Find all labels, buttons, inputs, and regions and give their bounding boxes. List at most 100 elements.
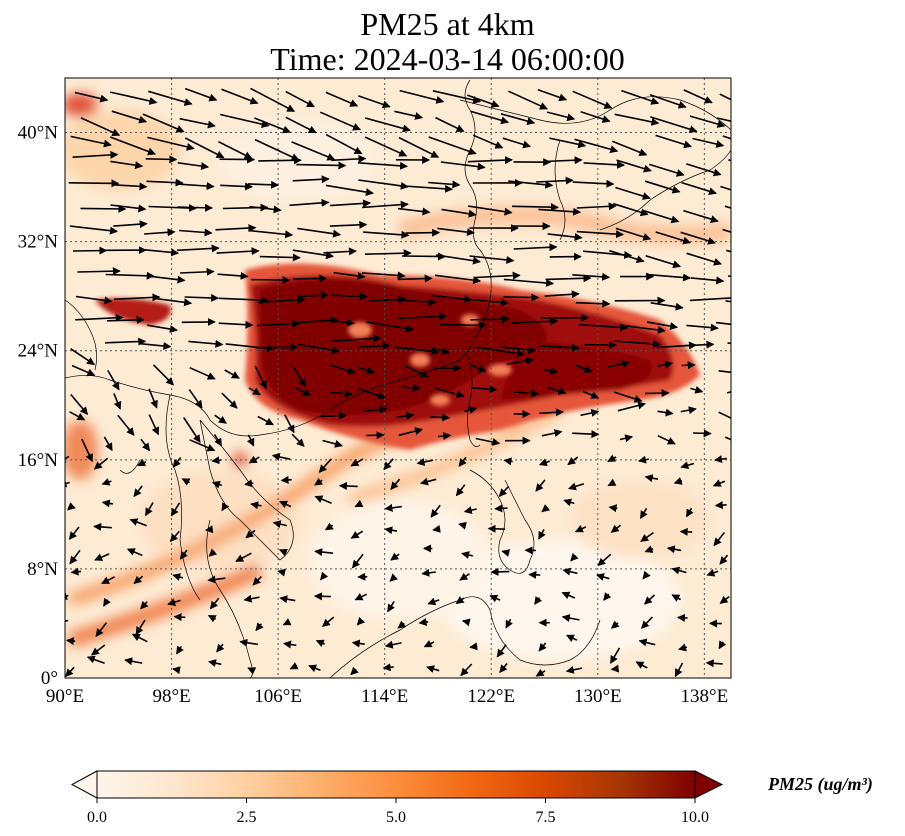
wind-arrow	[148, 90, 193, 106]
wind-arrow	[614, 113, 660, 126]
wind-arrow	[93, 522, 112, 531]
wind-arrow	[358, 95, 391, 109]
wind-arrow	[354, 593, 368, 601]
wind-arrow	[314, 548, 334, 557]
wind-arrow	[292, 175, 330, 184]
wind-arrow	[180, 267, 215, 276]
wind-arrow	[431, 294, 473, 304]
wind-arrow	[475, 346, 525, 358]
wind-arrow	[430, 504, 441, 518]
wind-arrow	[673, 477, 683, 485]
wind-arrow	[177, 162, 210, 171]
wind-arrow	[610, 647, 621, 664]
wind-arrow	[140, 600, 149, 610]
map-frame	[64, 77, 732, 679]
lat-tick-label: 16°N	[18, 450, 59, 471]
wind-arrow	[314, 477, 323, 486]
wind-arrow	[249, 205, 282, 214]
wind-arrow	[534, 596, 543, 605]
wind-arrow	[283, 640, 297, 649]
wind-arrow	[297, 291, 329, 300]
wind-arrow	[325, 184, 374, 196]
wind-arrow	[655, 231, 692, 245]
wind-arrow	[499, 662, 508, 673]
wind-arrow	[512, 317, 559, 326]
wind-arrow	[467, 94, 500, 108]
wind-arrow	[572, 90, 613, 109]
wind-arrow	[461, 618, 471, 627]
wind-arrow	[314, 495, 332, 505]
wind-arrow	[285, 116, 317, 134]
wind-arrow	[502, 137, 532, 149]
wind-arrow	[68, 526, 80, 540]
wind-arrow	[147, 136, 195, 151]
wind-arrow	[133, 485, 143, 498]
wind-arrow	[271, 453, 291, 461]
wind-arrow	[258, 156, 302, 165]
wind-arrow	[475, 271, 521, 280]
wind-arrow	[437, 432, 452, 441]
wind-arrow	[399, 89, 445, 104]
wind-arrow	[204, 525, 214, 534]
wind-arrow	[243, 594, 260, 603]
wind-arrow	[712, 479, 726, 487]
wind-arrow	[338, 481, 358, 490]
wind-arrow	[387, 600, 395, 613]
wind-arrow	[145, 502, 154, 517]
wind-arrow	[70, 567, 82, 576]
wind-arrow	[69, 225, 118, 235]
wind-arrow	[221, 88, 259, 105]
wind-arrow	[655, 134, 693, 149]
wind-arrow	[248, 455, 260, 464]
wind-arrow	[331, 154, 367, 163]
wind-arrow	[432, 524, 441, 533]
wind-arrow	[282, 618, 292, 626]
wind-arrow	[544, 290, 580, 299]
wind-arrow	[401, 252, 447, 261]
wind-arrow	[638, 638, 656, 647]
wind-arrow	[74, 91, 109, 103]
wind-arrow	[72, 246, 108, 255]
wind-arrow	[350, 530, 364, 539]
wind-arrow	[647, 321, 679, 331]
wind-arrow	[65, 592, 69, 600]
wind-arrow	[296, 161, 347, 170]
wind-arrow	[86, 655, 105, 665]
wind-arrow	[329, 364, 356, 375]
wind-arrow	[211, 480, 222, 489]
wind-arrow	[508, 180, 554, 189]
colorbar-min-extend	[70, 770, 98, 799]
wind-arrow	[247, 667, 257, 675]
lon-tick-label: 90°E	[46, 686, 84, 707]
wind-arrow	[657, 434, 676, 445]
wind-arrow	[682, 340, 715, 349]
wind-arrow	[643, 210, 680, 224]
wind-arrow	[142, 113, 185, 133]
wind-arrow	[689, 293, 731, 302]
wind-arrow	[172, 573, 184, 581]
wind-arrow	[693, 429, 712, 438]
wind-arrow	[574, 524, 587, 533]
wind-arrow	[538, 343, 580, 352]
wind-arrow	[329, 220, 368, 229]
wind-arrow	[580, 409, 600, 417]
wind-arrow	[364, 117, 411, 133]
wind-arrow	[567, 456, 579, 466]
wind-arrow	[621, 89, 660, 105]
wind-arrow	[350, 458, 364, 467]
wind-arrow	[390, 552, 400, 561]
wind-arrow	[272, 520, 287, 529]
wind-arrow	[501, 345, 537, 354]
wind-arrow	[398, 136, 440, 158]
wind-arrow	[68, 179, 120, 188]
wind-arrow	[680, 406, 697, 415]
wind-arrow	[397, 312, 448, 321]
wind-arrow	[277, 568, 286, 577]
wind-arrow	[384, 503, 402, 512]
wind-arrow	[538, 529, 546, 540]
colorbar-max-extend	[694, 770, 724, 799]
wind-arrow	[383, 458, 394, 471]
wind-arrow	[95, 622, 108, 637]
wind-arrow	[501, 549, 511, 557]
wind-arrow	[65, 479, 70, 488]
